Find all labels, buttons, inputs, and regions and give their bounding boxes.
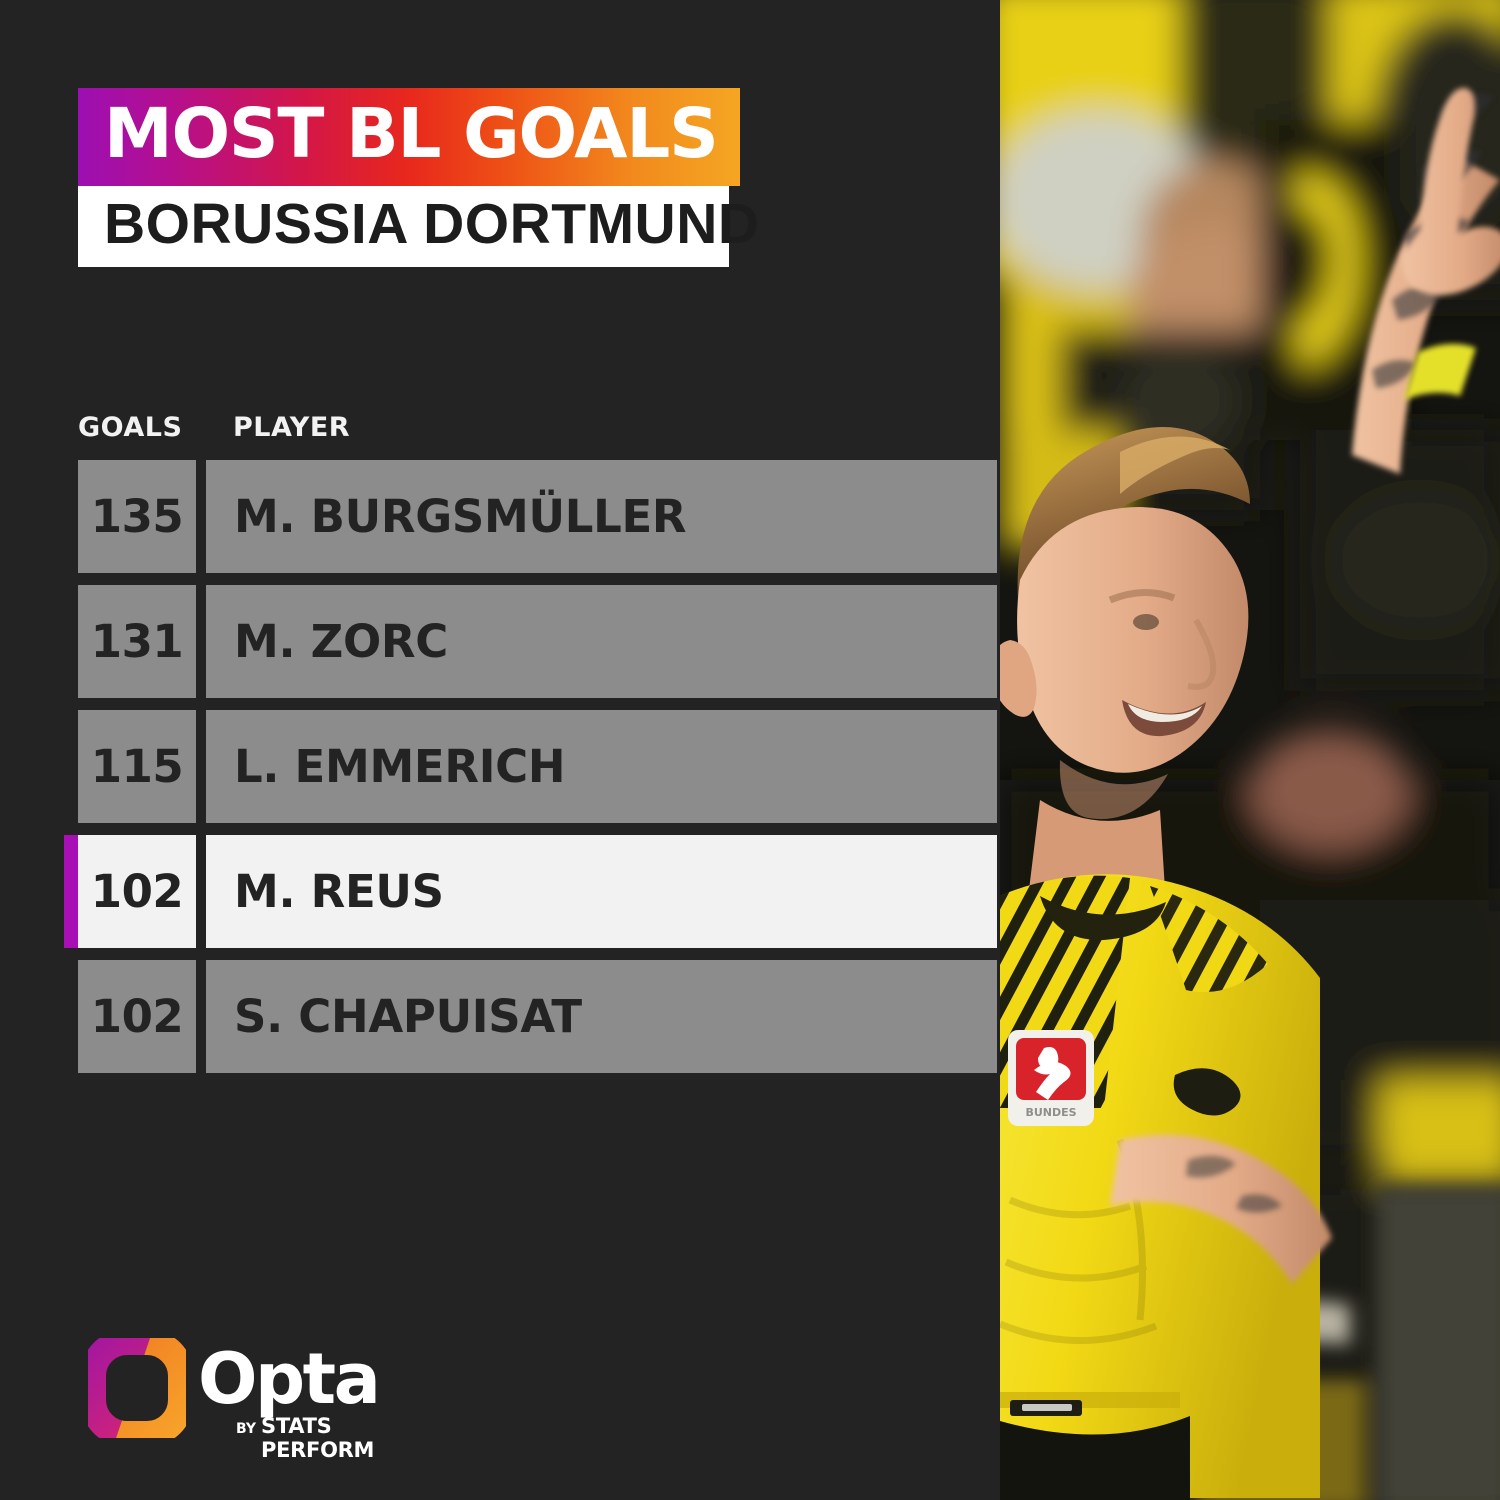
ranking-table: 135 M. BURGSMÜLLER 131 M. ZORC 115 L. EM… — [64, 460, 1004, 1085]
svg-text:BUNDES: BUNDES — [1025, 1106, 1076, 1119]
player-name: L. EMMERICH — [234, 740, 566, 793]
table-row-highlighted[interactable]: 102 M. REUS — [64, 835, 1004, 948]
player-cell: M. BURGSMÜLLER — [206, 460, 997, 573]
column-header-player: PLAYER — [233, 412, 351, 443]
subtitle-banner: BORUSSIA DORTMUND — [78, 185, 760, 267]
subtitle-text: BORUSSIA DORTMUND — [104, 191, 760, 256]
opta-logo: Opta BY STATS PERFORM — [88, 1338, 408, 1462]
title-block: MOST BL GOALS BORUSSIA DORTMUND — [78, 88, 760, 267]
player-name: M. BURGSMÜLLER — [234, 490, 687, 543]
player-name: M. REUS — [234, 865, 444, 918]
player-cell: L. EMMERICH — [206, 710, 997, 823]
goals-value: 102 — [90, 865, 184, 918]
opta-mark-icon — [88, 1338, 186, 1438]
table-header: GOALS PLAYER — [78, 412, 998, 446]
goals-value: 131 — [90, 615, 184, 668]
player-photo: BUNDES — [1000, 0, 1500, 1500]
byline-main: STATS PERFORM — [261, 1414, 375, 1462]
byline-prefix: BY — [236, 1421, 257, 1437]
row-accent-bar — [64, 835, 78, 948]
player-cell: M. ZORC — [206, 585, 997, 698]
opta-wordmark-text: Opta — [198, 1338, 381, 1420]
player-cell: M. REUS — [206, 835, 997, 948]
table-row[interactable]: 115 L. EMMERICH — [64, 710, 1004, 823]
opta-wordmark: Opta — [198, 1344, 381, 1414]
headline-text: MOST BL GOALS — [104, 94, 719, 174]
goals-value: 115 — [90, 740, 184, 793]
goals-cell: 102 — [78, 960, 196, 1073]
player-name: M. ZORC — [234, 615, 449, 668]
goals-cell: 115 — [78, 710, 196, 823]
goals-cell: 102 — [78, 835, 196, 948]
table-row[interactable]: 135 M. BURGSMÜLLER — [64, 460, 1004, 573]
opta-byline: BY STATS PERFORM — [236, 1414, 408, 1462]
headline-banner: MOST BL GOALS — [78, 88, 740, 186]
goals-cell: 131 — [78, 585, 196, 698]
goals-cell: 135 — [78, 460, 196, 573]
player-cell: S. CHAPUISAT — [206, 960, 997, 1073]
player-name: S. CHAPUISAT — [234, 990, 582, 1043]
table-row[interactable]: 102 S. CHAPUISAT — [64, 960, 1004, 1073]
goals-value: 102 — [90, 990, 184, 1043]
goals-value: 135 — [90, 490, 184, 543]
column-header-goals: GOALS — [78, 412, 183, 443]
table-row[interactable]: 131 M. ZORC — [64, 585, 1004, 698]
